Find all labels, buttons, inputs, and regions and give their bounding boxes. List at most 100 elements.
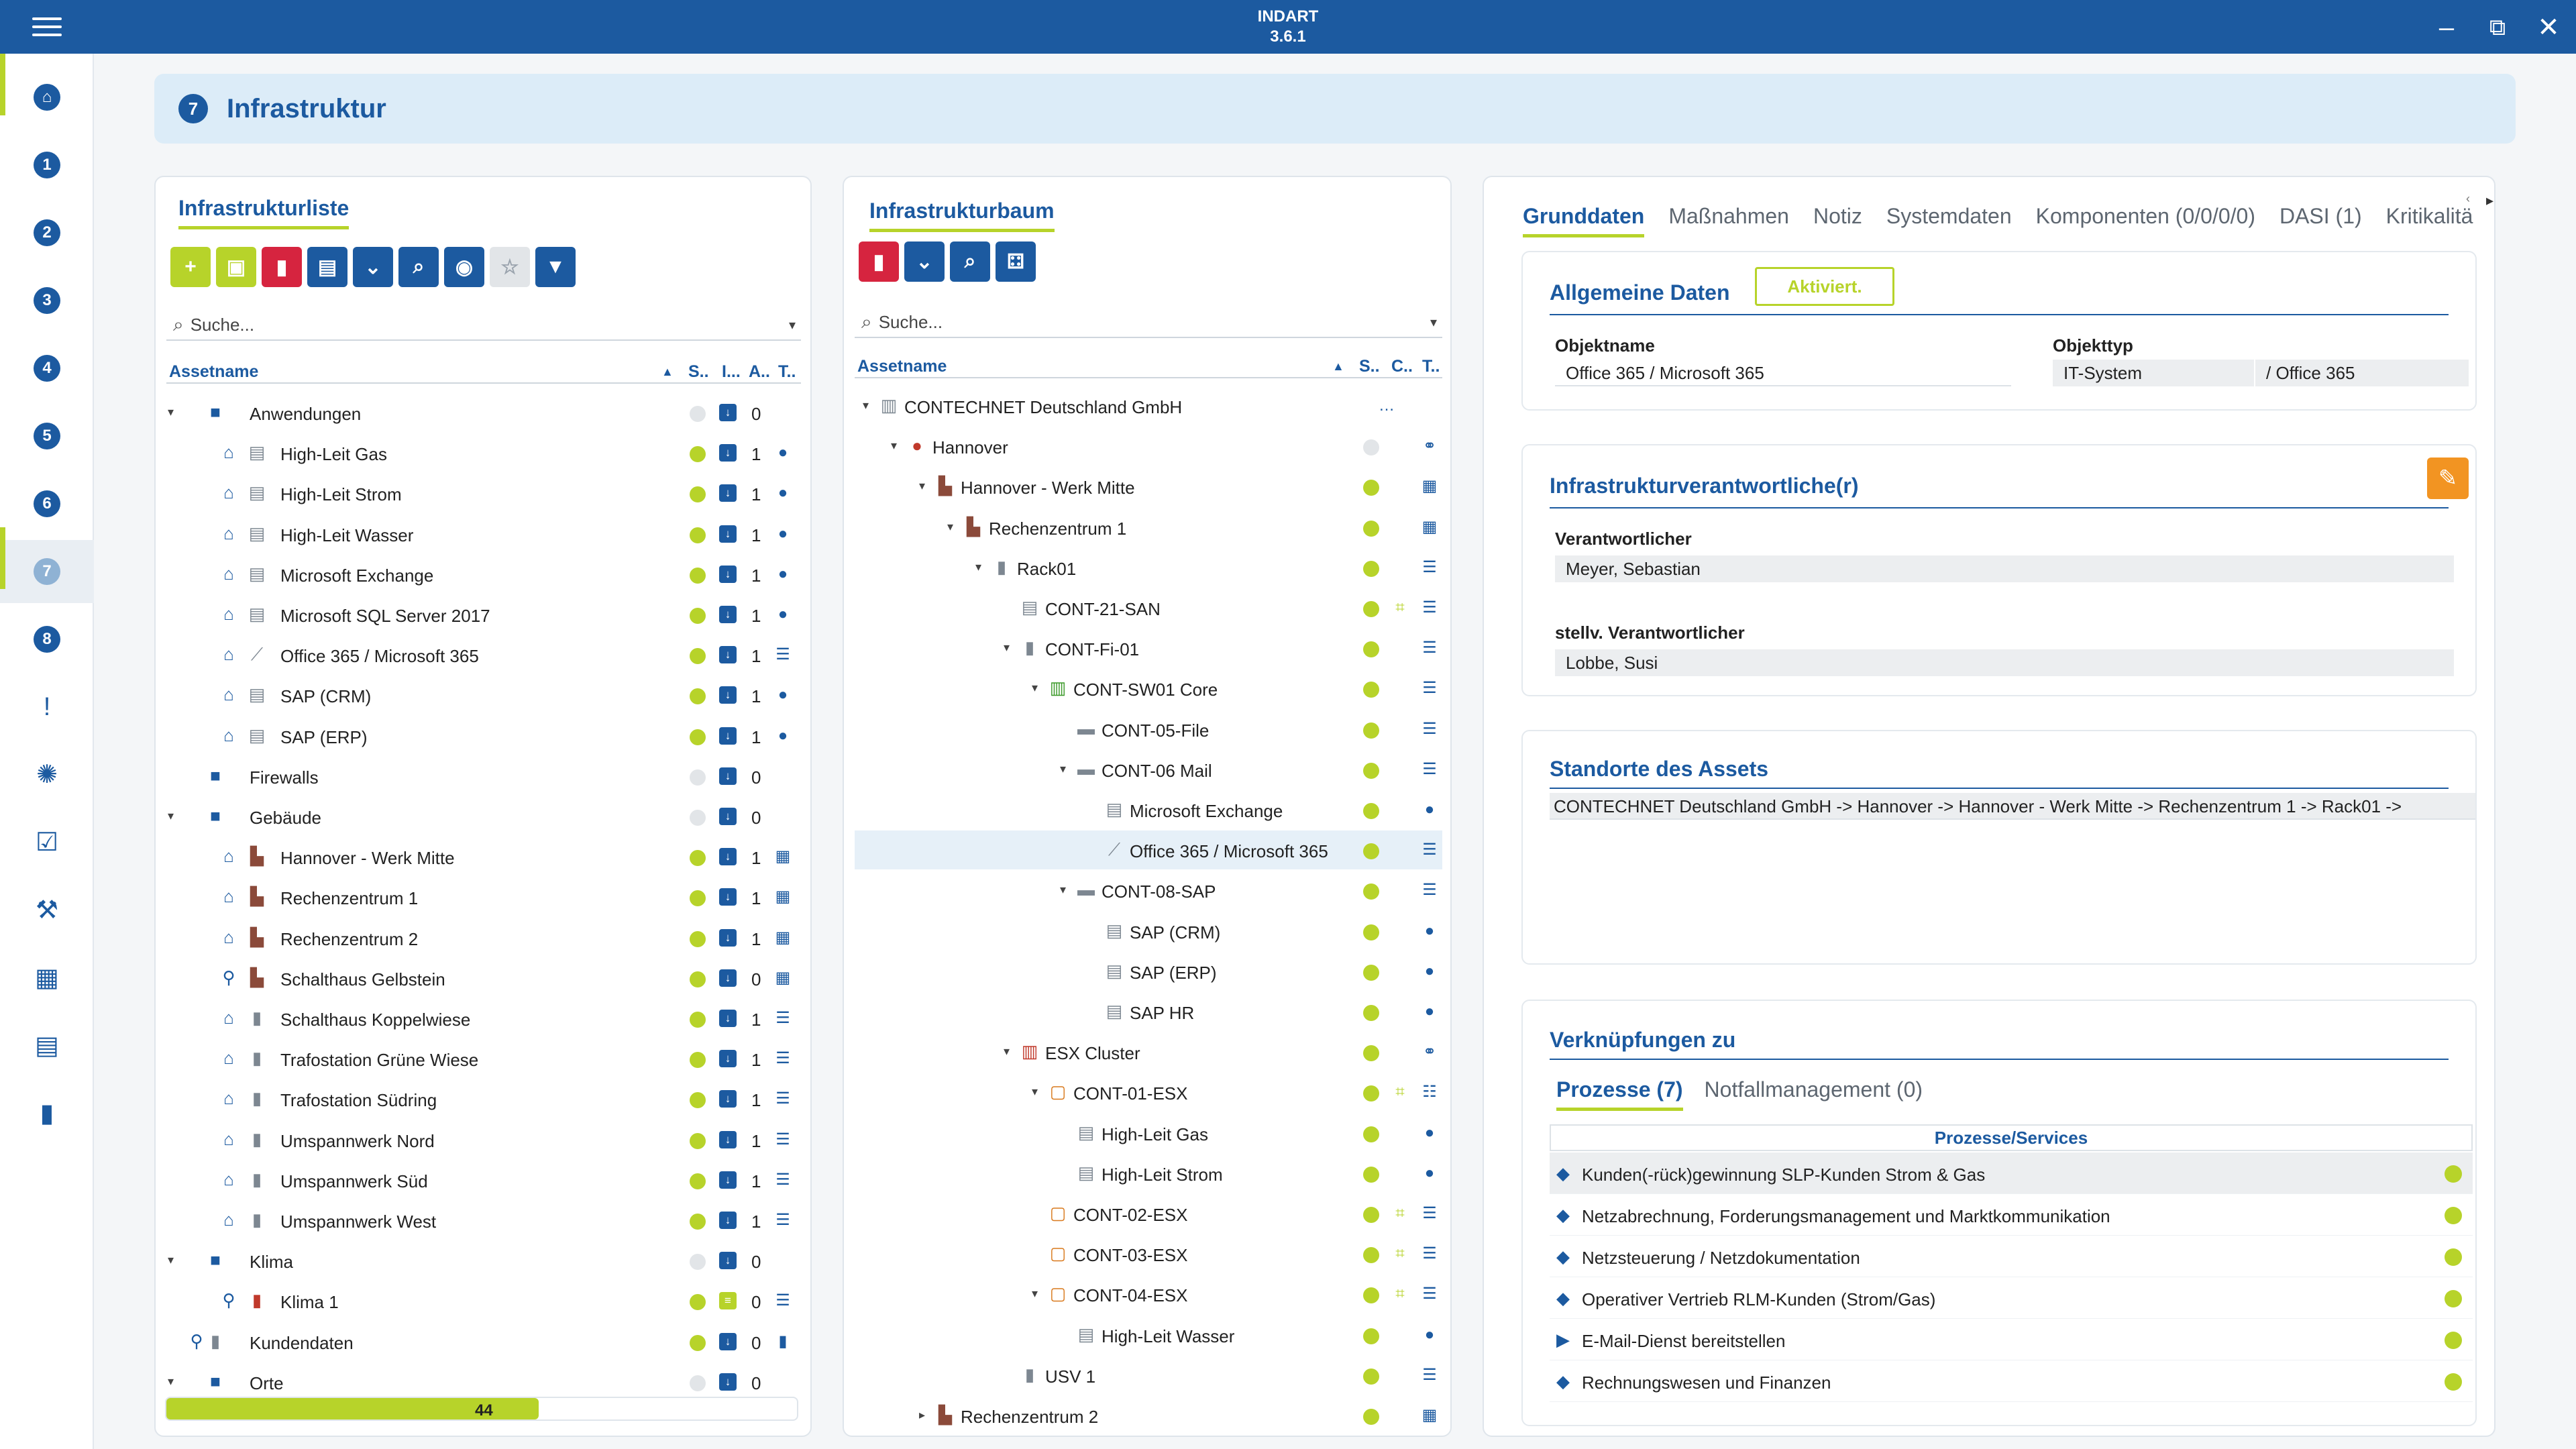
- tree-node[interactable]: ▤ SAP (ERP) ●: [855, 952, 1442, 991]
- list-item[interactable]: ⚲ ▮ Klima 1 ≡ 0 ☰: [166, 1281, 801, 1320]
- stellv-verantwortlicher-field[interactable]: Lobbe, Susi: [1555, 649, 2454, 676]
- nav-item-report[interactable]: ▤: [0, 1014, 94, 1077]
- list-item[interactable]: ▾ ■ Klima ↓ 0: [166, 1241, 801, 1280]
- list-item[interactable]: ⌂ ▤ Microsoft Exchange ↓ 1 ●: [166, 555, 801, 594]
- tree-node[interactable]: ▾ ▙ Hannover - Werk Mitte ▦: [855, 467, 1442, 506]
- tab-kritikalitä[interactable]: Kritikalitä: [2385, 204, 2473, 228]
- expand-down-icon[interactable]: ▾: [975, 559, 982, 574]
- nav-item-3[interactable]: 3: [0, 269, 94, 332]
- tab-scroll-left-icon[interactable]: ‹: [2466, 192, 2470, 205]
- info-icon[interactable]: ↓: [719, 808, 737, 825]
- expand-down-icon[interactable]: ▾: [1004, 641, 1010, 655]
- tree-node[interactable]: ▤ High-Leit Strom ●: [855, 1154, 1442, 1193]
- tree-structure-icon[interactable]: ⚃: [996, 241, 1036, 282]
- tree-col-status[interactable]: S..: [1359, 357, 1380, 376]
- tree-node[interactable]: ▾ ● Hannover ⚭: [855, 427, 1442, 466]
- list-item[interactable]: ⌂ ▤ High-Leit Wasser ↓ 1 ●: [166, 515, 801, 553]
- info-icon[interactable]: ↓: [719, 848, 737, 866]
- list-item[interactable]: ⌂ ▤ SAP (CRM) ↓ 1 ●: [166, 676, 801, 714]
- tab-komponenten-0-0-0-0-[interactable]: Komponenten (0/0/0/0): [2035, 204, 2255, 228]
- info-icon[interactable]: ↓: [719, 1252, 737, 1270]
- info-icon[interactable]: ↓: [719, 444, 737, 462]
- info-icon[interactable]: ↓: [719, 646, 737, 664]
- info-icon[interactable]: ↓: [719, 767, 737, 785]
- tree-node[interactable]: ▸ ▙ Rechenzentrum 2 ▦: [855, 1396, 1442, 1435]
- info-icon[interactable]: ↓: [719, 1212, 737, 1229]
- info-icon[interactable]: ↓: [719, 1130, 737, 1148]
- nav-item-2[interactable]: 2: [0, 201, 94, 264]
- tree-search-button[interactable]: ⌕: [950, 241, 990, 282]
- expand-down-icon[interactable]: ▾: [947, 519, 954, 533]
- expand-down-icon[interactable]: ▾: [1032, 681, 1038, 695]
- process-row[interactable]: ◆ Netzsteuerung / Netzdokumentation: [1550, 1236, 2473, 1277]
- process-row[interactable]: ◆ Operativer Vertrieb RLM-Kunden (Strom/G…: [1550, 1277, 2473, 1319]
- list-item[interactable]: ▾ ■ Orte ↓ 0: [166, 1362, 801, 1401]
- list-item[interactable]: ⌂ ⟋ Office 365 / Microsoft 365 ↓ 1 ☰: [166, 635, 801, 674]
- tree-node[interactable]: ▬ CONT-05-File ☰: [855, 710, 1442, 749]
- expand-down-icon[interactable]: ▾: [168, 809, 174, 822]
- tree-node[interactable]: ⟋ Office 365 / Microsoft 365 ☰: [855, 830, 1442, 870]
- list-search-input[interactable]: ⌕ Suche... ▾: [166, 310, 801, 341]
- tab-maßnahmen[interactable]: Maßnahmen: [1668, 204, 1789, 228]
- process-row[interactable]: ◆ Netzabrechnung, Forderungsmanagement un…: [1550, 1194, 2473, 1236]
- info-icon[interactable]: ↓: [719, 888, 737, 906]
- nav-item-5[interactable]: 5: [0, 405, 94, 468]
- chevron-down-icon[interactable]: ▾: [788, 317, 796, 333]
- info-icon[interactable]: ↓: [719, 525, 737, 543]
- list-item[interactable]: ▾ ■ Anwendungen ↓ 0: [166, 393, 801, 432]
- target-icon[interactable]: ◉: [444, 247, 484, 287]
- tree-node[interactable]: ▤ SAP (CRM) ●: [855, 912, 1442, 951]
- info-icon[interactable]: ↓: [719, 404, 737, 421]
- tree-node[interactable]: ▤ High-Leit Gas ●: [855, 1114, 1442, 1152]
- tab-grunddaten[interactable]: Grunddaten: [1523, 204, 1645, 237]
- info-icon[interactable]: ↓: [719, 1090, 737, 1108]
- tab-systemdaten[interactable]: Systemdaten: [1886, 204, 2012, 228]
- tree-node[interactable]: ▾ ▮ Rack01 ☰: [855, 548, 1442, 587]
- save-button[interactable]: ▤: [307, 247, 347, 287]
- tree-node[interactable]: ▢ CONT-02-ESX ⌗ ☰: [855, 1194, 1442, 1233]
- info-icon[interactable]: ↓: [719, 969, 737, 987]
- nav-item-8[interactable]: 8: [0, 608, 94, 671]
- info-icon[interactable]: ↓: [719, 1332, 737, 1350]
- tree-node[interactable]: ▤ CONT-21-SAN ⌗ ☰: [855, 588, 1442, 627]
- list-item[interactable]: ⌂ ▮ Umspannwerk Süd ↓ 1 ☰: [166, 1161, 801, 1199]
- nav-item-6[interactable]: 6: [0, 472, 94, 535]
- list-item[interactable]: ■ Firewalls ↓ 0: [166, 757, 801, 796]
- list-item[interactable]: ⌂ ▤ SAP (ERP) ↓ 1 ●: [166, 716, 801, 755]
- nav-item-tasks[interactable]: ☑: [0, 811, 94, 874]
- links-tab-1[interactable]: Notfallmanagement (0): [1704, 1077, 1923, 1102]
- process-row[interactable]: ◆ Kunden(-rück)gewinnung SLP-Kunden Strom…: [1550, 1152, 2473, 1194]
- favorite-star-icon[interactable]: ☆: [490, 247, 530, 287]
- maximize-icon[interactable]: ⧉: [2489, 15, 2506, 40]
- tree-node[interactable]: ▾ ▥ CONTECHNET Deutschland GmbH…: [855, 386, 1442, 425]
- status-activated-button[interactable]: Aktiviert.: [1755, 267, 1894, 306]
- col-type[interactable]: T..: [778, 362, 796, 381]
- process-row[interactable]: ▶ E-Mail-Dienst bereitstellen: [1550, 1319, 2473, 1360]
- expand-down-icon[interactable]: ▾: [1004, 1044, 1010, 1059]
- delete-button[interactable]: ▮: [262, 247, 302, 287]
- tree-node[interactable]: ▾ ▢ CONT-01-ESX ⌗ ☷: [855, 1073, 1442, 1112]
- processes-column-header[interactable]: Prozesse/Services: [1550, 1124, 2473, 1151]
- chevron-down-icon[interactable]: ▾: [1430, 315, 1437, 330]
- nav-item-tools[interactable]: ⚒: [0, 879, 94, 942]
- info-icon[interactable]: ↓: [719, 1373, 737, 1391]
- objekttyp-field[interactable]: IT-System: [2053, 360, 2254, 386]
- list-item[interactable]: ⌂ ▤ High-Leit Strom ↓ 1 ●: [166, 474, 801, 513]
- tree-col-type[interactable]: T..: [1422, 357, 1440, 376]
- col-assetname[interactable]: Assetname: [169, 362, 259, 381]
- tree-col-c[interactable]: C..: [1391, 357, 1413, 376]
- list-item[interactable]: ⌂ ▮ Umspannwerk Nord ↓ 1 ☰: [166, 1120, 801, 1159]
- expand-down-icon[interactable]: ▾: [168, 1253, 174, 1267]
- sort-asc-icon[interactable]: ▲: [661, 365, 674, 378]
- process-row[interactable]: ◆ Rechnungswesen und Finanzen: [1550, 1360, 2473, 1402]
- expand-down-icon[interactable]: ▾: [1032, 1287, 1038, 1301]
- expand-down-icon[interactable]: ▾: [1060, 761, 1067, 775]
- sort-asc-icon[interactable]: ▲: [1332, 360, 1344, 373]
- col-info[interactable]: I...: [722, 362, 741, 381]
- info-icon[interactable]: ↓: [719, 1171, 737, 1189]
- list-item[interactable]: ⌂ ▤ Microsoft SQL Server 2017 ↓ 1 ●: [166, 595, 801, 634]
- nav-item-home[interactable]: ⌂: [0, 66, 94, 129]
- tree-node[interactable]: ▤ High-Leit Wasser ●: [855, 1316, 1442, 1354]
- nav-item-4[interactable]: 4: [0, 337, 94, 400]
- info-icon[interactable]: ↓: [719, 727, 737, 745]
